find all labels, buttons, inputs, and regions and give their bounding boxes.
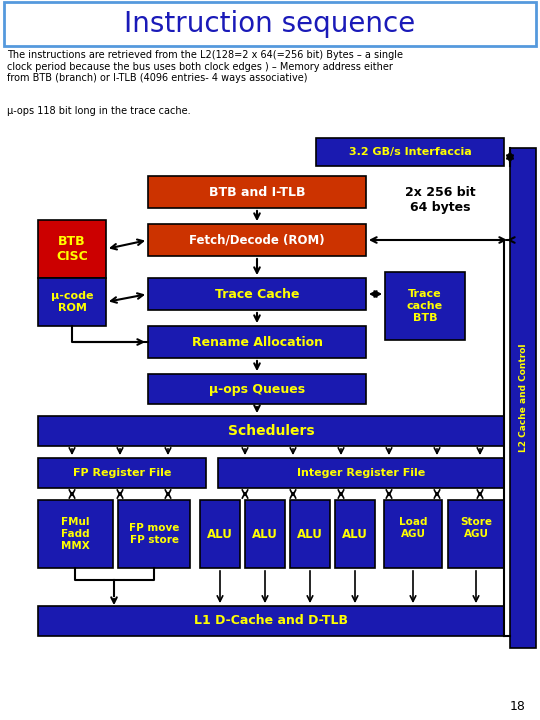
Bar [384, 500, 442, 568]
Text: Store
AGU: Store AGU [460, 517, 492, 539]
Bar [448, 500, 504, 568]
Text: ALU: ALU [252, 528, 278, 541]
Bar [245, 500, 285, 568]
Text: Rename Allocation: Rename Allocation [192, 336, 322, 348]
Bar [148, 278, 366, 310]
Bar [148, 326, 366, 358]
Text: 2x 256 bit
64 bytes: 2x 256 bit 64 bytes [404, 186, 475, 214]
Text: BTB and I-TLB: BTB and I-TLB [209, 186, 305, 199]
Text: ALU: ALU [342, 528, 368, 541]
Bar [4, 2, 536, 46]
Text: μ-code
ROM: μ-code ROM [51, 291, 93, 312]
Text: Load
AGU: Load AGU [399, 517, 427, 539]
Bar [148, 224, 366, 256]
Text: Trace
cache
BTB: Trace cache BTB [407, 289, 443, 323]
Text: Integer Register File: Integer Register File [297, 468, 425, 478]
Bar [510, 148, 536, 648]
Text: μ-ops 118 bit long in the trace cache.: μ-ops 118 bit long in the trace cache. [7, 106, 191, 116]
Text: Instruction sequence: Instruction sequence [124, 10, 416, 38]
Text: FP move
FP store: FP move FP store [129, 523, 179, 545]
Bar [200, 500, 240, 568]
Bar [38, 220, 106, 278]
Bar [38, 416, 504, 446]
Text: ALU: ALU [207, 528, 233, 541]
Bar [148, 176, 366, 208]
Text: μ-ops Queues: μ-ops Queues [209, 382, 305, 395]
Text: 3.2 GB/s Interfaccia: 3.2 GB/s Interfaccia [349, 147, 471, 157]
Bar [38, 500, 113, 568]
Bar [38, 278, 106, 326]
Text: FP Register File: FP Register File [73, 468, 171, 478]
Text: Trace Cache: Trace Cache [215, 287, 299, 300]
Bar [38, 458, 206, 488]
Bar [38, 606, 504, 636]
Bar [335, 500, 375, 568]
Bar [316, 138, 504, 166]
Text: BTB
CISC: BTB CISC [56, 235, 88, 263]
Bar [148, 374, 366, 404]
Bar [218, 458, 504, 488]
Bar [385, 272, 465, 340]
Bar [118, 500, 190, 568]
Text: 18: 18 [510, 700, 526, 713]
Text: FMul
Fadd
MMX: FMul Fadd MMX [60, 518, 90, 551]
Text: L2 Cache and Control: L2 Cache and Control [518, 343, 528, 452]
Text: L1 D-Cache and D-TLB: L1 D-Cache and D-TLB [194, 614, 348, 628]
Text: Schedulers: Schedulers [228, 424, 314, 438]
Text: ALU: ALU [297, 528, 323, 541]
Bar [290, 500, 330, 568]
Text: Fetch/Decode (ROM): Fetch/Decode (ROM) [189, 233, 325, 246]
Text: The instructions are retrieved from the L2(128=2 x 64(=256 bit) Bytes – a single: The instructions are retrieved from the … [7, 50, 403, 84]
